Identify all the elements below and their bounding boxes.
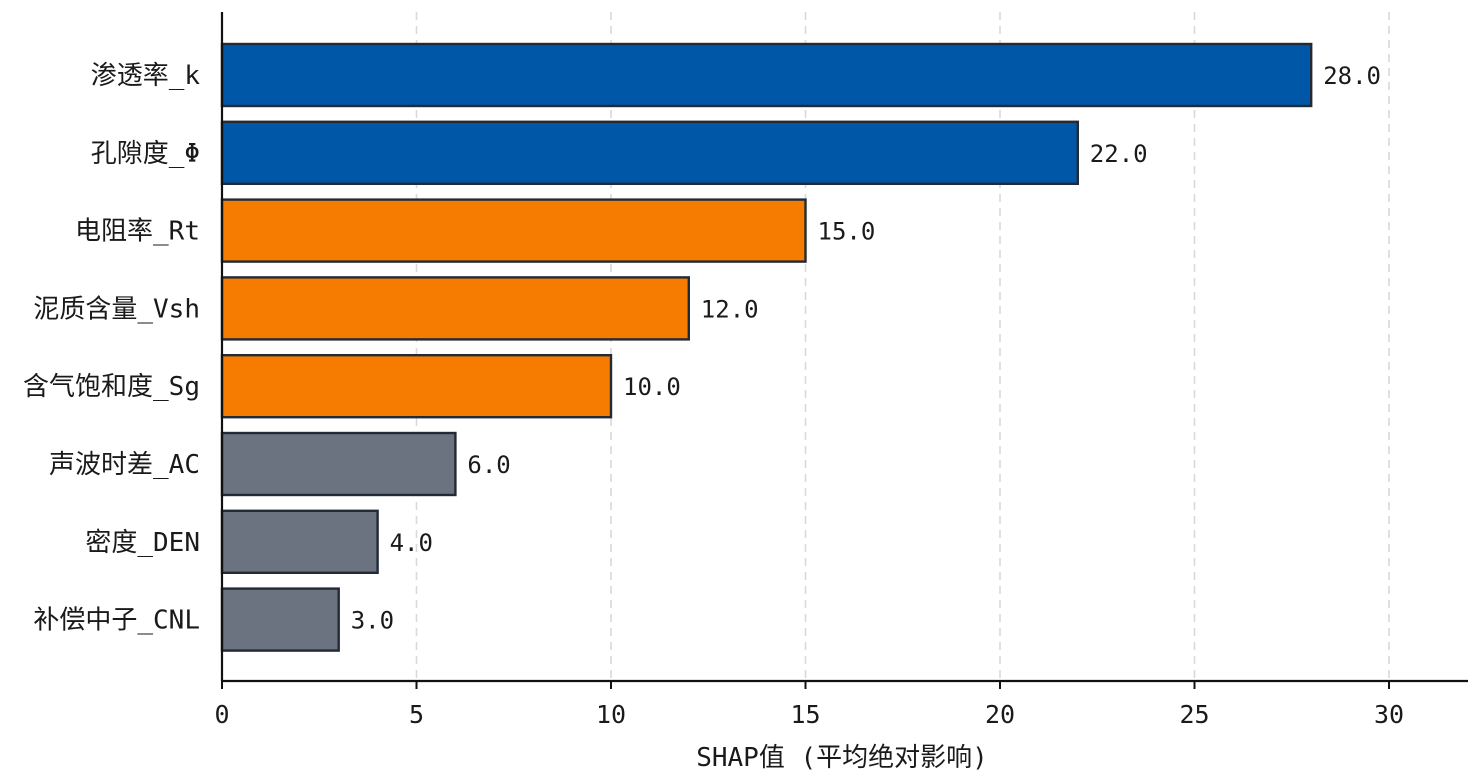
bar xyxy=(220,354,613,419)
bar xyxy=(220,198,807,263)
x-tick-label: 15 xyxy=(790,700,820,729)
category-label: 声波时差_AC xyxy=(49,450,200,480)
x-tick-label: 20 xyxy=(985,700,1015,729)
bar xyxy=(220,42,1313,108)
category-labels: 渗透率_k 孔隙度_Φ 电阻率_Rt 泥质含量_Vsh 含气饱和度_Sg 声波时差_AC 密… xyxy=(23,61,200,636)
bar xyxy=(220,587,340,652)
data-labels: 28.0 22.0 15.0 12.0 10.0 6.0 4.0 3.0 xyxy=(351,62,1381,635)
x-axis-title: SHAP值 (平均绝对影响) xyxy=(696,743,988,773)
x-ticks: 0 5 10 15 20 25 30 xyxy=(214,681,1404,729)
data-label: 22.0 xyxy=(1090,140,1148,168)
axes xyxy=(220,12,1468,683)
category-label: 渗透率_k xyxy=(91,61,201,91)
bar xyxy=(220,509,379,574)
data-label: 6.0 xyxy=(467,451,510,479)
data-label: 10.0 xyxy=(623,373,681,401)
category-label: 泥质含量_Vsh xyxy=(33,294,200,324)
x-tick-label: 25 xyxy=(1179,700,1209,729)
grid-lines xyxy=(415,12,1390,681)
x-tick-label: 10 xyxy=(596,700,626,729)
bar xyxy=(220,431,457,497)
data-label: 15.0 xyxy=(818,218,876,246)
data-label: 28.0 xyxy=(1323,62,1381,90)
data-label: 3.0 xyxy=(351,607,394,635)
x-tick-label: 0 xyxy=(214,700,229,729)
x-tick-label: 5 xyxy=(409,700,424,729)
bar xyxy=(220,120,1079,186)
bar xyxy=(220,276,690,341)
x-tick-label: 30 xyxy=(1374,700,1404,729)
data-label: 4.0 xyxy=(390,529,433,557)
category-label: 孔隙度_Φ xyxy=(91,139,200,169)
category-label: 含气饱和度_Sg xyxy=(23,372,200,402)
data-label: 12.0 xyxy=(701,295,759,323)
bars xyxy=(220,42,1313,652)
category-label: 补偿中子_CNL xyxy=(33,606,200,636)
category-label: 电阻率_Rt xyxy=(75,217,200,247)
category-label: 密度_DEN xyxy=(85,528,200,558)
